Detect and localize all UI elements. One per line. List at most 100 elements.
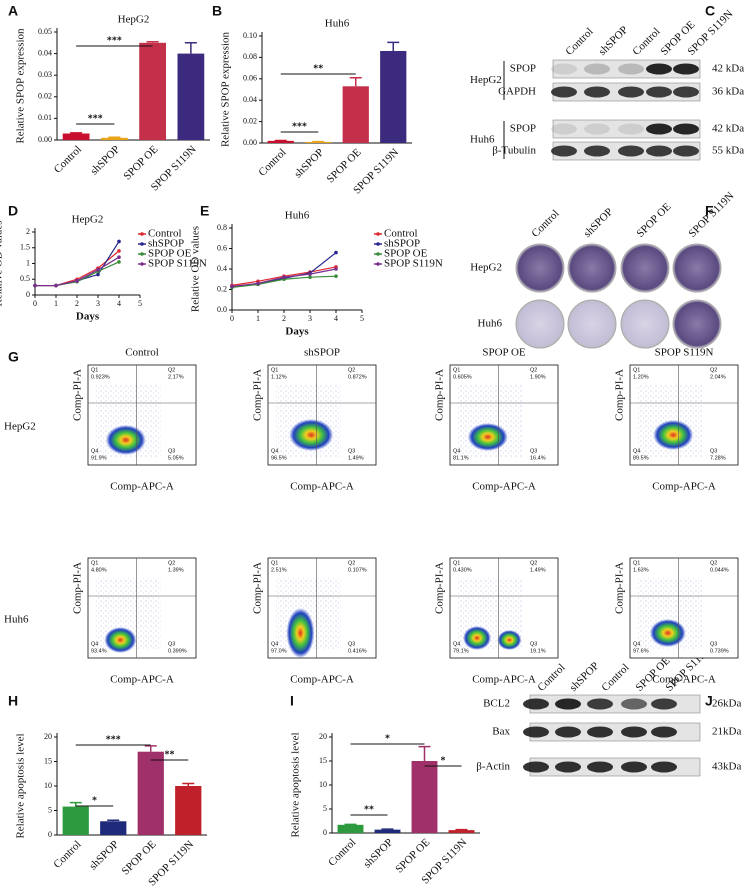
y-axis-label: Relative apoptosis level xyxy=(15,733,27,838)
y-tick-label: 0.10 xyxy=(243,31,257,40)
quadrant-percent: 2.51% xyxy=(271,567,287,573)
quadrant-name: Q4 xyxy=(453,641,460,647)
column-title: shSPOP xyxy=(304,347,340,359)
x-tick-label: 4 xyxy=(117,299,121,308)
row-label: Huh6 xyxy=(478,318,503,330)
density-blob xyxy=(463,626,491,650)
blot-band xyxy=(555,726,581,738)
y-axis-label: Comp-PI-A xyxy=(434,562,446,614)
lane-label: Control xyxy=(535,662,567,694)
blot-band xyxy=(673,63,699,75)
protein-label: BCL2 xyxy=(483,698,510,710)
quadrant-percent: 0.430% xyxy=(453,567,472,573)
quadrant-percent: 0.416% xyxy=(348,648,367,654)
y-axis-label: Relative apoptosis level xyxy=(290,732,302,837)
quadrant-name: Q2 xyxy=(168,560,175,566)
significance-label: *** xyxy=(106,734,121,745)
panel-letter: H xyxy=(8,693,18,709)
blot-band xyxy=(584,86,610,98)
blot-band xyxy=(555,761,581,773)
quadrant-percent: 0.872% xyxy=(348,374,367,380)
quadrant-name: Q4 xyxy=(271,641,278,647)
blot-band xyxy=(587,761,613,773)
chart-title: Huh6 xyxy=(285,210,310,222)
blot-band xyxy=(621,761,647,773)
size-label: 42 kDa xyxy=(712,123,744,135)
x-tick-label: shSPOP xyxy=(87,838,121,872)
blot-band xyxy=(673,86,699,98)
legend-label: SPOP OE xyxy=(384,248,428,260)
blot-band xyxy=(646,123,672,135)
x-axis-label: Comp-APC-A xyxy=(290,481,354,493)
quadrant-percent: 19.1% xyxy=(530,648,546,654)
y-tick-label: 15 xyxy=(44,756,52,765)
legend-marker xyxy=(140,262,144,266)
colony-plate xyxy=(672,243,722,293)
bar xyxy=(342,86,369,143)
series-marker xyxy=(308,275,312,280)
panel-letter: I xyxy=(290,693,294,709)
legend-label: SPOP OE xyxy=(148,248,192,260)
significance-label: * xyxy=(92,795,97,806)
y-tick-label: 0.02 xyxy=(38,92,52,101)
quadrant-percent: 16.4% xyxy=(530,455,546,461)
series-marker xyxy=(256,281,260,286)
quadrant-name: Q1 xyxy=(91,560,98,566)
y-tick-label: 0.03 xyxy=(38,70,52,79)
quadrant-name: Q3 xyxy=(168,448,175,454)
blot-band xyxy=(618,63,644,75)
density-blob xyxy=(105,425,146,455)
quadrant-percent: 0.605% xyxy=(453,374,472,380)
x-tick-label: 3 xyxy=(308,314,312,323)
blot-band xyxy=(646,145,672,157)
error-bar xyxy=(184,42,197,54)
y-tick-label: 20 xyxy=(319,732,327,741)
significance-label: * xyxy=(441,755,446,766)
density-blob xyxy=(104,627,137,653)
x-tick-label: shSPOP xyxy=(88,143,122,177)
chart-title: HepG2 xyxy=(118,14,150,26)
y-tick-label: 10 xyxy=(44,781,52,790)
error-bar xyxy=(144,745,157,752)
legend-label: shSPOP xyxy=(384,238,420,250)
y-tick-label: 2 xyxy=(26,227,30,236)
panel-letter: D xyxy=(8,203,18,219)
legend-label: shSPOP xyxy=(148,238,184,250)
x-axis-label: Comp-APC-A xyxy=(652,481,716,493)
quadrant-name: Q4 xyxy=(91,448,98,454)
series-marker xyxy=(282,275,286,280)
x-tick-label: shSPOP xyxy=(292,146,326,180)
x-tick-label: Control xyxy=(326,836,358,868)
legend-marker xyxy=(376,262,380,266)
quadrant-name: Q2 xyxy=(348,367,355,373)
blot-band xyxy=(651,761,677,773)
size-label: 26kDa xyxy=(712,698,741,710)
significance-label: *** xyxy=(88,113,103,124)
y-axis-label: Comp-PI-A xyxy=(252,562,264,614)
bar xyxy=(374,829,401,833)
bar xyxy=(175,786,202,835)
y-tick-label: 0.0 xyxy=(217,305,227,314)
column-label: shSPOP xyxy=(581,206,615,240)
legend-marker xyxy=(140,252,144,256)
x-tick-label: 2 xyxy=(75,299,79,308)
lane-label: Control xyxy=(630,26,662,58)
protein-label: β-Actin xyxy=(476,761,510,773)
error-bar xyxy=(107,819,120,822)
blot-band xyxy=(551,63,577,75)
error-bar xyxy=(108,136,121,138)
series-marker xyxy=(96,268,100,272)
group-label: Huh6 xyxy=(470,134,495,146)
colony-plate xyxy=(515,299,565,349)
blot-band xyxy=(584,145,610,157)
y-tick-label: 0.06 xyxy=(243,74,257,83)
blot-band xyxy=(646,86,672,98)
quadrant-name: Q1 xyxy=(633,367,640,373)
quadrant-percent: 97.0% xyxy=(271,648,287,654)
quadrant-percent: 0.044% xyxy=(710,567,729,573)
x-axis-label: Days xyxy=(76,311,100,323)
blot-band xyxy=(551,145,577,157)
x-tick-label: 3 xyxy=(96,299,100,308)
quadrant-name: Q4 xyxy=(633,641,640,647)
